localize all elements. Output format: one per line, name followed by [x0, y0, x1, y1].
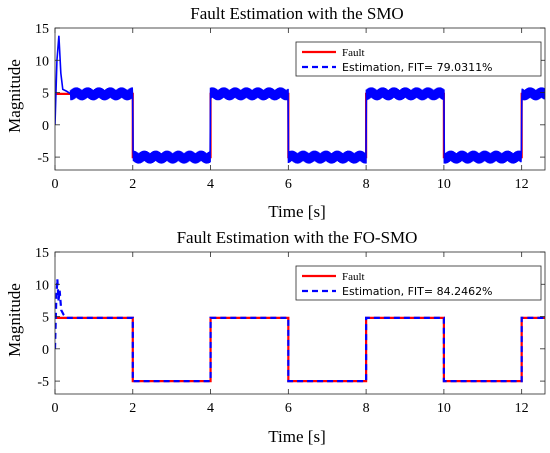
y-tick-label: 0 — [42, 119, 49, 134]
y-tick-label: 10 — [35, 278, 49, 293]
y-tick-label: -5 — [37, 151, 49, 166]
legend-entry-label: Fault — [342, 47, 365, 59]
legend-box — [295, 265, 542, 301]
x-tick-label: 12 — [515, 177, 529, 192]
x-tick-label: 2 — [129, 401, 136, 416]
series-group — [55, 35, 545, 164]
y-tick-label: 15 — [35, 22, 49, 37]
x-tick-label: 4 — [207, 401, 214, 416]
chart-smo: Fault Estimation with the SMO 0 2 4 6 8 10 12 -… — [5, 4, 546, 221]
axes-frame — [54, 251, 546, 395]
y-tick-label: 5 — [42, 311, 49, 326]
estimation-series-line — [55, 35, 545, 164]
legend-box — [295, 41, 542, 77]
x-axis-label: Time [s] — [268, 427, 325, 446]
x-tick-label: 8 — [363, 401, 370, 416]
y-tick-label: 10 — [35, 54, 49, 69]
x-tick-label: 10 — [437, 401, 451, 416]
x-tick-label: 0 — [52, 401, 59, 416]
chart-fo-smo: Fault Estimation with the FO-SMO 0 2 4 6 8 10… — [5, 228, 546, 446]
legend-entry-label: Estimation, FIT= 84.2462% — [342, 285, 493, 298]
axes-frame — [54, 27, 546, 171]
y-tick-label: 0 — [42, 343, 49, 358]
x-tick-label: 12 — [515, 401, 529, 416]
x-tick-label: 8 — [363, 177, 370, 192]
y-tick-label: 5 — [42, 87, 49, 102]
y-axis-label: Magnitude — [5, 59, 24, 133]
y-axis-label: Magnitude — [5, 283, 24, 357]
legend: Fault Estimation, FIT= 79.0311% — [295, 41, 542, 77]
series-group — [55, 279, 545, 383]
estimation-series-line — [55, 279, 545, 383]
x-tick-label: 0 — [52, 177, 59, 192]
legend: Fault Estimation, FIT= 84.2462% — [295, 265, 542, 301]
x-tick-label: 2 — [129, 177, 136, 192]
x-tick-label: 10 — [437, 177, 451, 192]
legend-entry-label: Fault — [342, 271, 365, 283]
y-tick-label: 15 — [35, 246, 49, 261]
x-tick-label: 4 — [207, 177, 214, 192]
chart-title: Fault Estimation with the FO-SMO — [177, 228, 418, 247]
x-axis-label: Time [s] — [268, 202, 325, 221]
x-tick-label: 6 — [285, 401, 292, 416]
chart-title: Fault Estimation with the SMO — [190, 4, 403, 23]
x-tick-label: 6 — [285, 177, 292, 192]
legend-entry-label: Estimation, FIT= 79.0311% — [342, 61, 493, 74]
y-tick-label: -5 — [37, 375, 49, 390]
